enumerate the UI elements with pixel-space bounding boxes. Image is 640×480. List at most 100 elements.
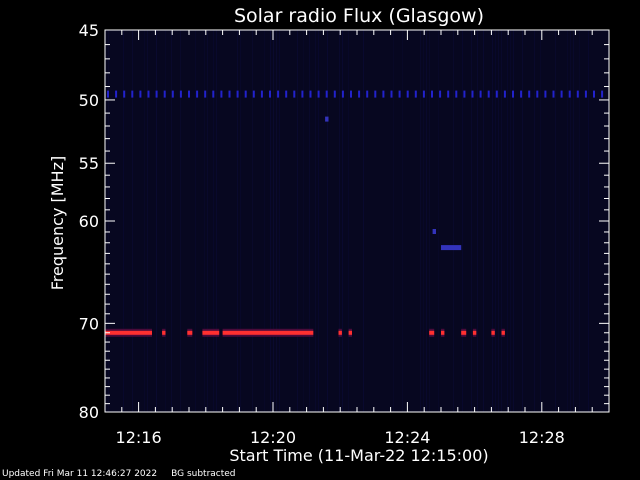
y-axis-label: Frequency [MHz] <box>48 156 67 290</box>
noise-column <box>363 30 364 412</box>
dotted-line-mark <box>487 90 490 98</box>
noise-column <box>207 30 208 412</box>
y-tick-label: 45 <box>79 21 99 40</box>
x-tick-label: 12:16 <box>116 428 162 447</box>
y-tick-label: 80 <box>79 403 99 422</box>
dotted-line-mark <box>196 90 199 98</box>
dotted-line-mark <box>536 90 539 98</box>
dotted-line-mark <box>236 90 239 98</box>
noise-column <box>240 30 241 412</box>
dotted-line-mark <box>131 90 134 98</box>
x-axis-label: Start Time (11-Mar-22 12:15:00) <box>229 446 488 465</box>
y-tick-label: 60 <box>79 212 99 231</box>
dotted-line-mark <box>179 90 182 98</box>
dotted-line-mark <box>341 90 344 98</box>
noise-column <box>156 30 157 412</box>
noise-column <box>147 30 148 412</box>
dotted-line-mark <box>228 90 231 98</box>
noise-column <box>276 30 277 412</box>
dotted-line-mark <box>584 90 587 98</box>
noise-column <box>555 30 556 412</box>
emission-blob <box>432 229 436 234</box>
x-tick-label: 12:28 <box>519 428 565 447</box>
dotted-line-mark <box>139 90 142 98</box>
chart-title: Solar radio Flux (Glasgow) <box>234 5 484 27</box>
dotted-line-mark <box>447 90 450 98</box>
dotted-line-mark <box>520 90 523 98</box>
dotted-line-mark <box>406 90 409 98</box>
noise-column <box>393 30 394 412</box>
dotted-line-mark <box>123 90 126 98</box>
noise-column <box>309 30 310 412</box>
dotted-line-mark <box>163 90 166 98</box>
dotted-line-mark <box>568 90 571 98</box>
dotted-line-mark <box>358 90 361 98</box>
dotted-line-mark <box>382 90 385 98</box>
noise-column <box>477 30 478 412</box>
burst-segment <box>222 330 314 335</box>
dotted-line-mark <box>244 90 247 98</box>
noise-column <box>567 30 568 412</box>
noise-column <box>501 30 502 412</box>
dotted-line-mark <box>503 90 506 98</box>
noise-column <box>588 30 589 412</box>
noise-column <box>270 30 271 412</box>
noise-column <box>462 30 463 412</box>
dotted-line-mark <box>471 90 474 98</box>
noise-column <box>429 30 430 412</box>
noise-column <box>579 30 580 412</box>
noise-column <box>438 30 439 412</box>
dotted-line-mark <box>188 90 190 98</box>
footer: Updated Fri Mar 11 12:46:27 2022 BG subtr… <box>2 469 250 479</box>
burst-segment <box>105 330 152 335</box>
dotted-line-mark <box>366 90 369 98</box>
dotted-line-mark <box>252 90 255 98</box>
dotted-line-mark <box>455 90 458 98</box>
noise-column <box>339 30 340 412</box>
burst-segment <box>491 330 495 335</box>
dotted-line-mark <box>204 90 207 98</box>
dotted-line-mark <box>350 90 352 98</box>
dotted-line-mark <box>422 90 425 98</box>
noise-column <box>507 30 508 412</box>
noise-column <box>513 30 514 412</box>
noise-column <box>402 30 403 412</box>
noise-column <box>420 30 421 412</box>
y-tick-label: 50 <box>79 91 99 110</box>
noise-column <box>123 30 124 412</box>
noise-column <box>342 30 343 412</box>
dotted-line-mark <box>439 90 442 98</box>
dotted-line-mark <box>544 90 547 98</box>
dotted-line-mark <box>301 90 304 98</box>
noise-column <box>318 30 319 412</box>
dotted-line-mark <box>552 90 555 98</box>
dotted-line-mark <box>260 90 263 98</box>
burst-segment <box>162 330 166 335</box>
noise-column <box>216 30 217 412</box>
dotted-line-mark <box>593 90 595 98</box>
noise-column <box>510 30 511 412</box>
noise-column <box>573 30 574 412</box>
dotted-line-mark <box>325 90 328 98</box>
noise-column <box>498 30 499 412</box>
x-tick-label: 12:24 <box>384 428 430 447</box>
y-tick-label: 70 <box>79 314 99 333</box>
dotted-line-mark <box>560 90 563 98</box>
dotted-line-mark <box>309 90 312 98</box>
dotted-line-mark <box>212 90 215 98</box>
dotted-line-mark <box>414 90 417 98</box>
dotted-line-mark <box>220 90 223 98</box>
dotted-line-mark <box>333 90 336 98</box>
noise-column <box>540 30 541 412</box>
noise-column <box>213 30 214 412</box>
dotted-line-mark <box>512 90 514 98</box>
noise-column <box>570 30 571 412</box>
noise-column <box>195 30 196 412</box>
noise-column <box>522 30 523 412</box>
dotted-line-mark <box>147 90 150 98</box>
dotted-line-mark <box>398 90 401 98</box>
noise-column <box>348 30 349 412</box>
noise-column <box>534 30 535 412</box>
dotted-line-mark <box>115 90 118 98</box>
burst-segment <box>501 330 505 335</box>
